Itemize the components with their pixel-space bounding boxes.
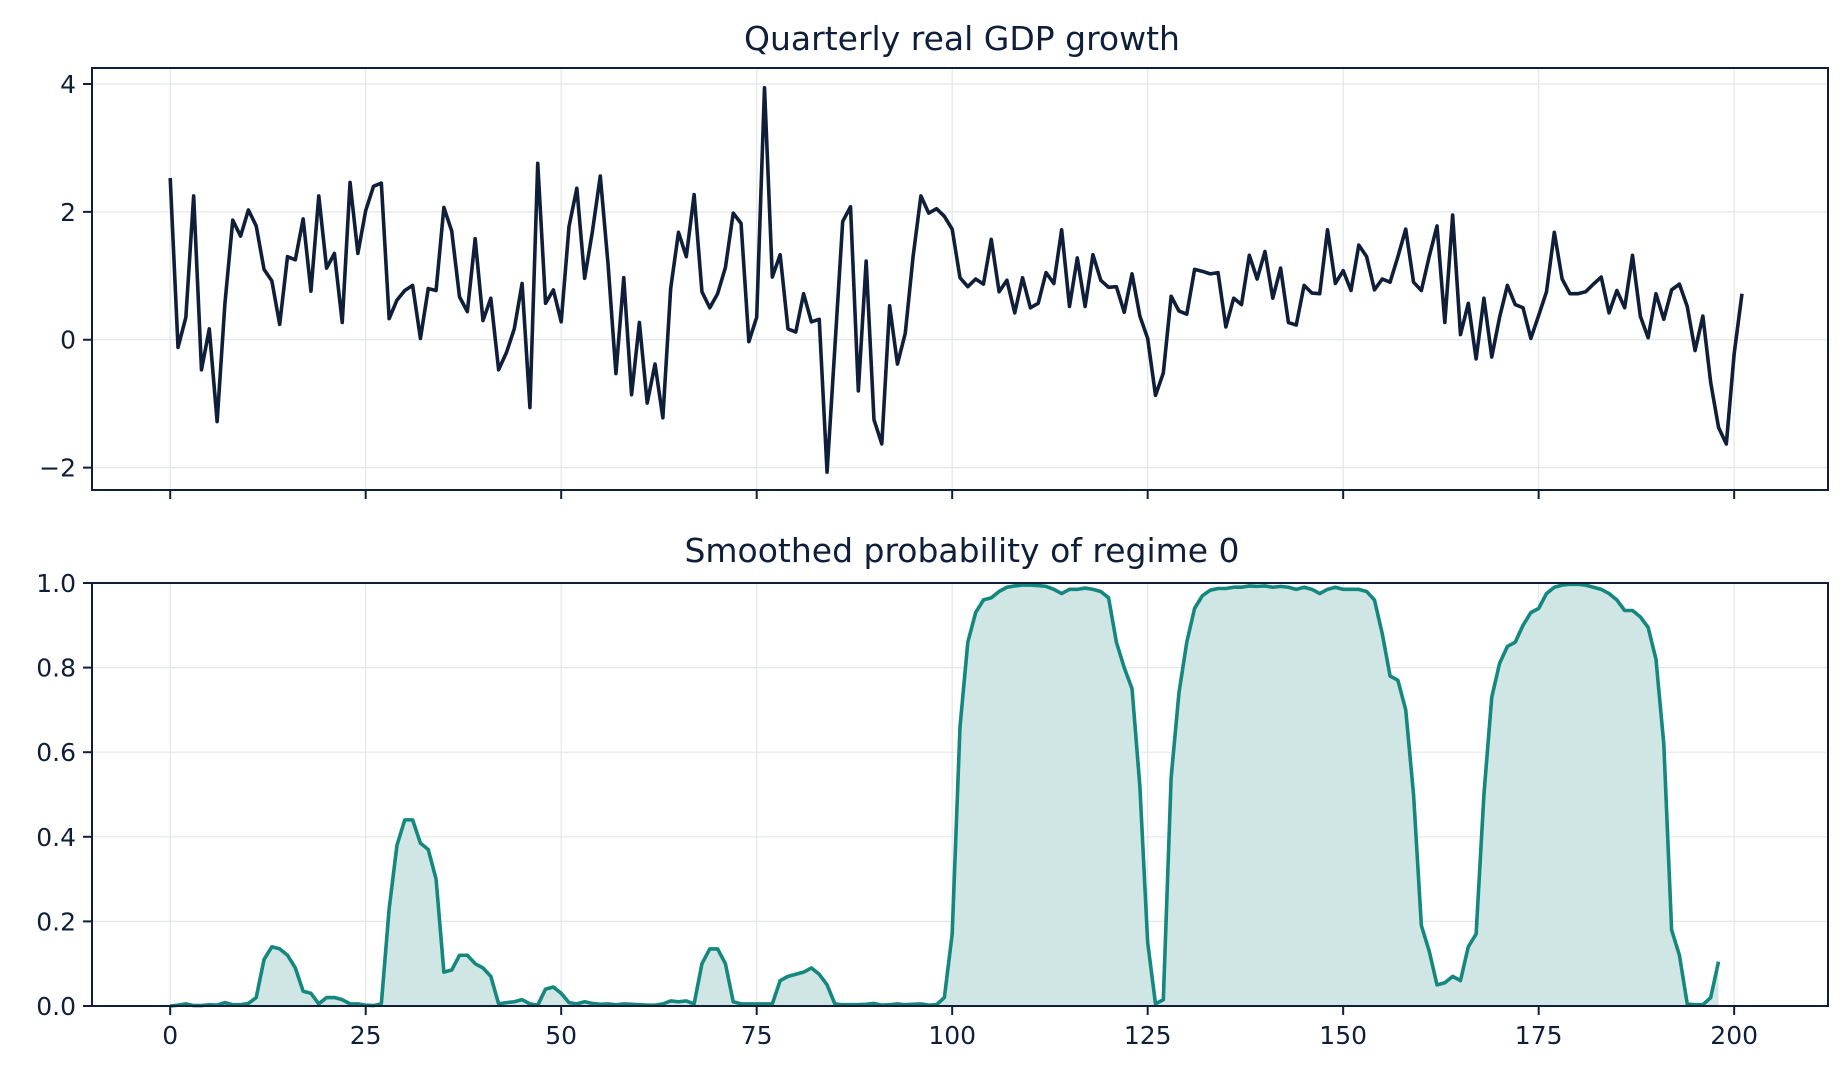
regime-axes-ticks: 0 25 50 75 100 125 150 175 200 0.0 0.2 0.4 0.6 0.8 1.0 <box>36 569 1758 1050</box>
gdp-grid <box>92 68 1828 490</box>
gdp-chart-title: Quarterly real GDP growth <box>744 19 1180 58</box>
x-tick-label: 100 <box>928 1021 976 1050</box>
y-tick-label: −2 <box>39 454 76 483</box>
regime-plot-frame <box>91 582 1829 1007</box>
x-tick-label: 150 <box>1319 1021 1367 1050</box>
y-tick-label: 0.8 <box>36 654 76 683</box>
gdp-growth-panel: Quarterly real GDP growth −2 0 2 4 <box>39 19 1829 499</box>
gdp-axes-ticks: −2 0 2 4 <box>39 70 1736 499</box>
x-tick-label: 175 <box>1515 1021 1563 1050</box>
regime-probability-area <box>170 584 1719 1006</box>
y-tick-label: 0.0 <box>36 992 76 1021</box>
x-tick-label: 200 <box>1710 1021 1758 1050</box>
x-tick-label: 50 <box>545 1021 577 1050</box>
gdp-growth-line <box>168 86 1744 474</box>
y-tick-label: 0 <box>60 326 76 355</box>
y-tick-label: 0.2 <box>36 907 76 936</box>
regime-probability-line <box>170 582 1721 1008</box>
x-tick-label: 125 <box>1124 1021 1172 1050</box>
regime-chart-title: Smoothed probability of regime 0 <box>684 531 1239 570</box>
x-tick-label: 75 <box>741 1021 773 1050</box>
y-tick-label: 0.4 <box>36 823 76 852</box>
y-tick-label: 2 <box>60 198 76 227</box>
gdp-plot-frame <box>91 67 1829 491</box>
regime-probability-panel: Smoothed probability of regime 0 0 25 50 75… <box>36 531 1829 1050</box>
x-tick-label: 25 <box>350 1021 382 1050</box>
y-tick-label: 0.6 <box>36 738 76 767</box>
x-tick-label: 0 <box>162 1021 178 1050</box>
y-tick-label: 1.0 <box>36 569 76 598</box>
y-tick-label: 4 <box>60 70 76 99</box>
